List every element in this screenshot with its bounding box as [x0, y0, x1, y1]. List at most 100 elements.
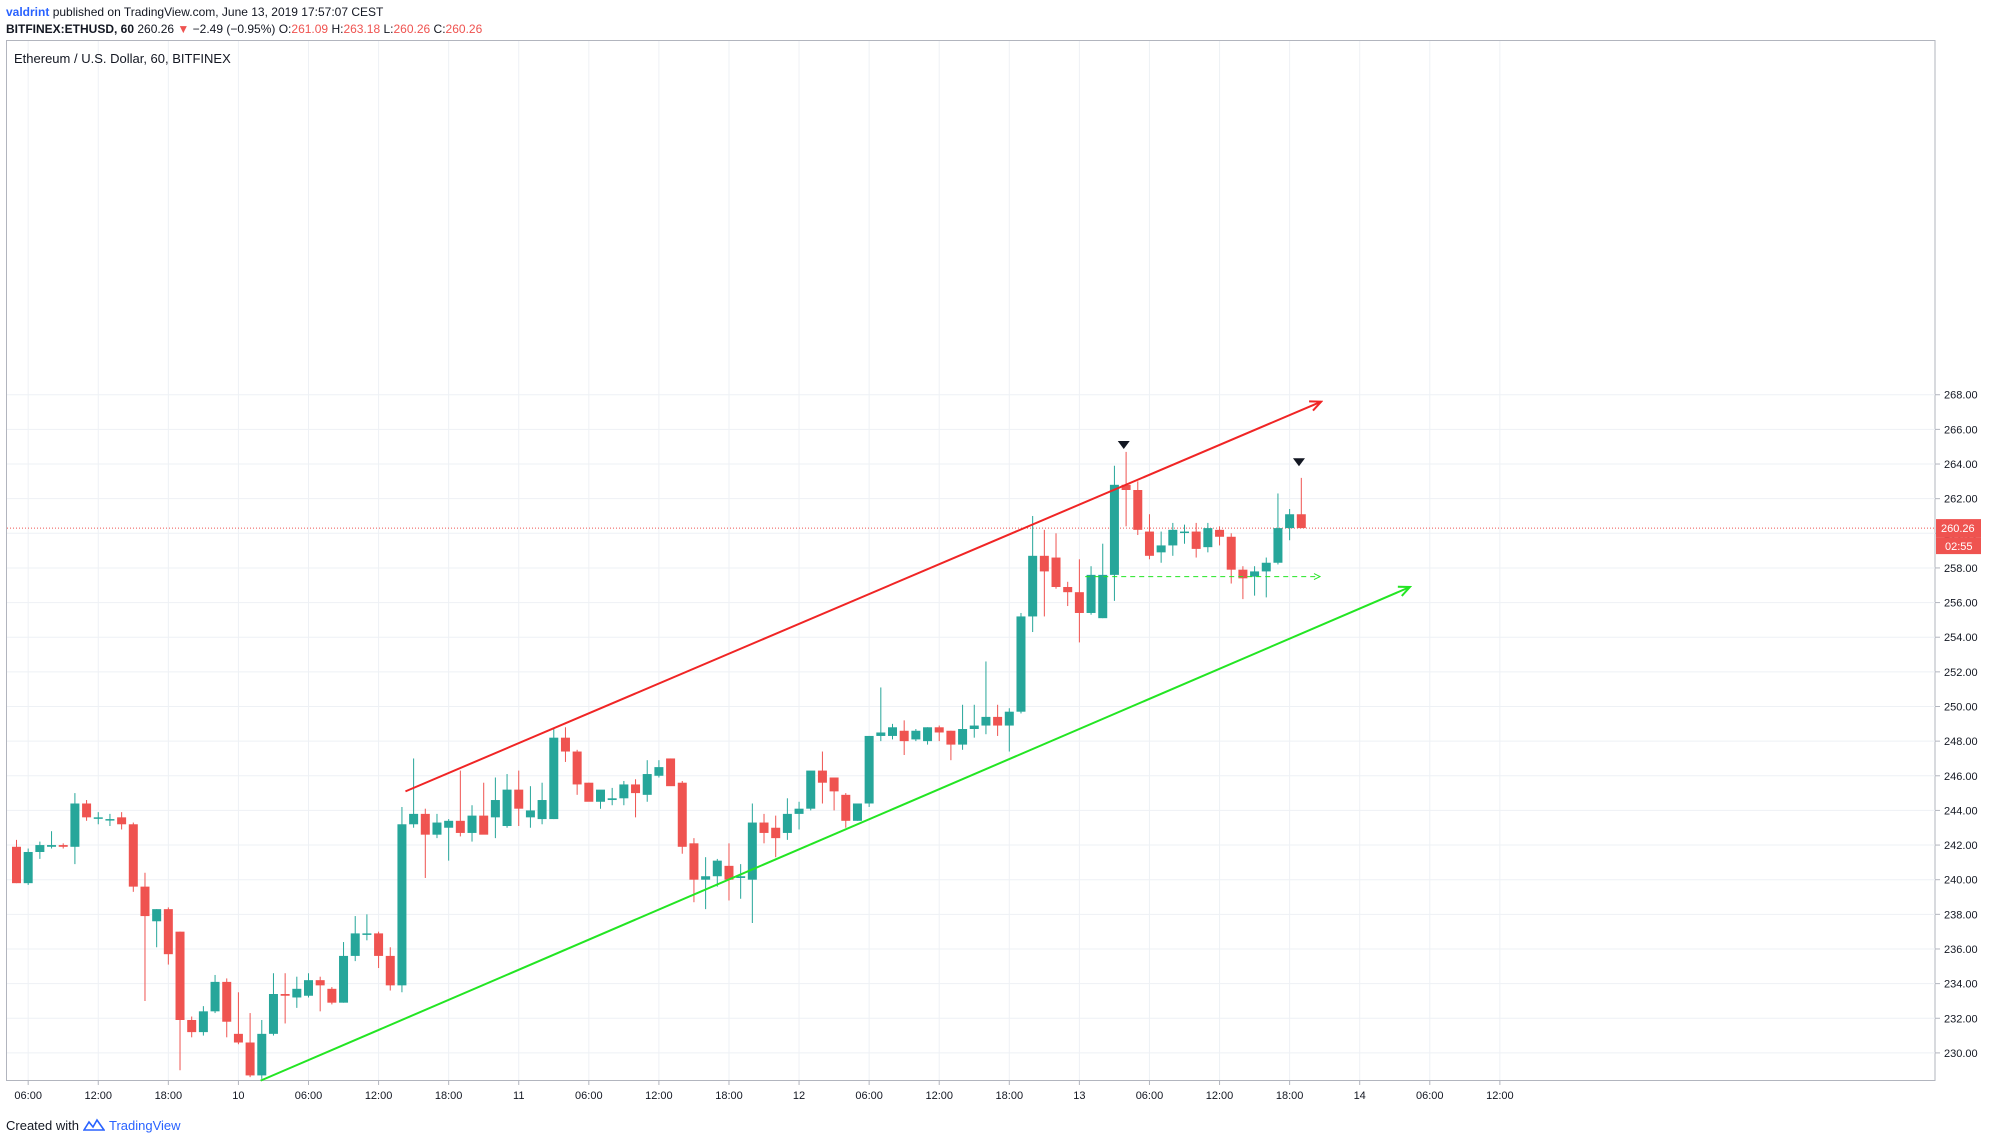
- price-tick-label: 230.00: [1944, 1048, 1978, 1060]
- candle-body: [1273, 528, 1283, 563]
- candle-body: [1098, 574, 1108, 619]
- candle-body: [946, 730, 956, 745]
- candle-body: [397, 824, 407, 986]
- candle-body: [268, 994, 278, 1034]
- candle-body: [304, 980, 313, 996]
- candle-body: [1121, 484, 1131, 490]
- candle-body: [712, 860, 722, 877]
- time-tick-label: 18:00: [435, 1090, 463, 1102]
- candle-body: [362, 933, 372, 935]
- candle-body: [350, 933, 360, 956]
- candle-body: [479, 815, 489, 835]
- candle-body: [280, 994, 290, 996]
- candle-body: [58, 845, 68, 847]
- candle-body: [1168, 529, 1178, 546]
- ohlc-line: BITFINEX:ETHUSD, 60 260.26 ▼ −2.49 (−0.9…: [6, 21, 482, 37]
- price-chart[interactable]: 230.00 232.00 234.00 236.00 238.00 240.00 242.…: [0, 0, 1992, 1110]
- candle-body: [876, 732, 886, 736]
- low-label: L:: [383, 22, 394, 36]
- candle-body: [1109, 484, 1119, 575]
- price-axis[interactable]: 230.00 232.00 234.00 236.00 238.00 240.00 242.…: [1935, 390, 1981, 1060]
- candle-body: [175, 931, 185, 1020]
- candle-body: [47, 845, 57, 847]
- candle-body: [35, 845, 45, 852]
- high-value: 263.18: [343, 22, 381, 36]
- candle-body: [724, 865, 734, 880]
- chart-header: valdrint published on TradingView.com, J…: [0, 0, 1992, 40]
- time-tick-label: 06:00: [855, 1090, 883, 1102]
- close-label: C:: [433, 22, 446, 36]
- candle-body: [140, 886, 150, 917]
- price-tick-label: 250.00: [1944, 702, 1978, 714]
- time-tick-label: 06:00: [14, 1090, 42, 1102]
- candle-body: [70, 803, 80, 847]
- candle-body: [759, 822, 769, 833]
- price-tick-label: 252.00: [1944, 667, 1978, 679]
- footer: Created with TradingView: [6, 1116, 181, 1134]
- candle-body: [864, 735, 874, 804]
- candle-body: [339, 955, 349, 1003]
- candle-body: [315, 980, 325, 986]
- candle-body: [1051, 557, 1061, 587]
- candle-body: [806, 770, 816, 809]
- candle-body: [911, 730, 921, 740]
- time-tick-label: 12: [793, 1090, 805, 1102]
- candle-body: [747, 822, 757, 880]
- candle-body: [292, 988, 302, 998]
- down-marker-icon: [1117, 440, 1130, 449]
- candle-body: [233, 1033, 243, 1043]
- candle-body: [852, 803, 862, 821]
- close-value: 260.26: [445, 22, 483, 36]
- price-tick-label: 232.00: [1944, 1013, 1978, 1025]
- candle-body: [525, 810, 535, 818]
- candle-body: [420, 813, 430, 835]
- time-tick-label: 12:00: [925, 1090, 953, 1102]
- time-tick-label: 18:00: [996, 1090, 1024, 1102]
- candle-body: [1191, 531, 1201, 549]
- last-price-badge-text: 260.26: [1941, 523, 1975, 535]
- candle-body: [187, 1019, 197, 1033]
- candle-body: [444, 820, 454, 828]
- time-axis[interactable]: 06:00 12:00 18:00 10 06:00 12:00 18:00 11 06:00 1…: [14, 1080, 1514, 1102]
- candle-body: [654, 767, 664, 776]
- candle-body: [1156, 545, 1166, 553]
- last-price: 260.26: [137, 22, 175, 36]
- publisher-link[interactable]: valdrint: [6, 5, 50, 19]
- candle-body: [245, 1042, 255, 1076]
- candle-body: [958, 729, 968, 745]
- time-tick-label: 06:00: [575, 1090, 603, 1102]
- candle-body: [1226, 536, 1236, 570]
- candle-body: [666, 758, 676, 787]
- candle-body: [1039, 555, 1049, 572]
- price-tick-label: 266.00: [1944, 424, 1978, 436]
- time-tick-label: 13: [1073, 1090, 1085, 1102]
- price-tick-label: 246.00: [1944, 771, 1978, 783]
- candle-body: [467, 815, 477, 833]
- candle-body: [736, 876, 746, 878]
- candle-body: [1004, 711, 1014, 726]
- candle-body: [782, 813, 792, 833]
- tradingview-logo-icon: [82, 1118, 105, 1131]
- candle-body: [631, 784, 641, 794]
- candle-body: [1074, 592, 1084, 613]
- last-price-badge: [1936, 519, 1981, 538]
- candle-body: [1180, 531, 1189, 534]
- candle-body: [1285, 514, 1295, 529]
- time-tick-label: 06:00: [1416, 1090, 1444, 1102]
- candle-body: [841, 794, 851, 821]
- countdown-badge-text: 02:55: [1945, 541, 1973, 553]
- candle-body: [1028, 555, 1038, 617]
- down-triangle-icon: ▼: [177, 22, 190, 36]
- tradingview-brand[interactable]: TradingView: [108, 1117, 181, 1133]
- open-label: O:: [278, 22, 292, 36]
- candle-body: [374, 933, 384, 956]
- price-tick-label: 238.00: [1944, 909, 1978, 921]
- time-tick-label: 06:00: [295, 1090, 323, 1102]
- open-value: 261.09: [291, 22, 329, 36]
- candle-body: [560, 737, 570, 752]
- series-legend: Ethereum / U.S. Dollar, 60, BITFINEX: [14, 51, 231, 66]
- time-tick-label: 06:00: [1136, 1090, 1164, 1102]
- candle-body: [1086, 574, 1096, 613]
- candle-body: [584, 782, 594, 802]
- candle-body: [771, 827, 781, 839]
